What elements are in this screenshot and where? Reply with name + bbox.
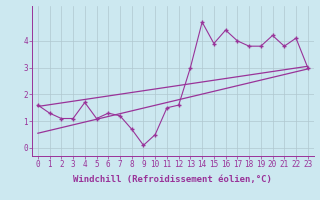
X-axis label: Windchill (Refroidissement éolien,°C): Windchill (Refroidissement éolien,°C) (73, 175, 272, 184)
